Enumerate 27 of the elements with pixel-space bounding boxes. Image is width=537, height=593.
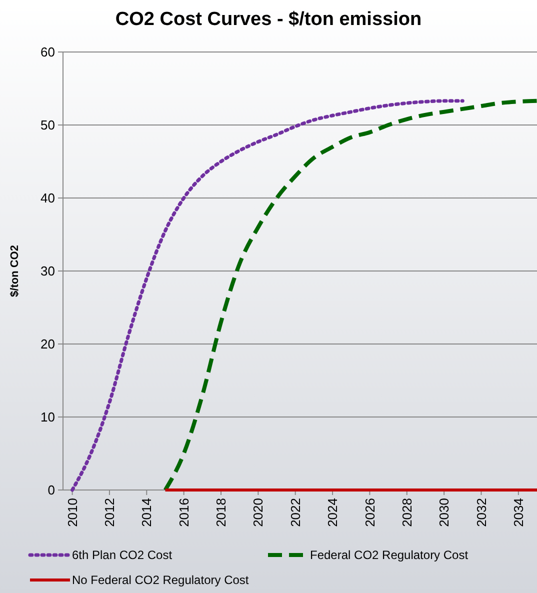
line-series [163, 98, 537, 492]
x-tick-label: 2022 [288, 498, 303, 527]
y-tick-label: 50 [40, 118, 55, 133]
x-tick-label: 2010 [64, 498, 80, 527]
x-tick-label: 2030 [436, 498, 452, 527]
x-tick-label: 2018 [214, 498, 229, 527]
y-tick-label: 30 [40, 264, 55, 279]
y-tick-label: 60 [40, 44, 55, 60]
x-tick-label: 2016 [176, 498, 192, 527]
chart-title: CO2 Cost Curves - $/ton emission [115, 9, 422, 30]
y-tick-label: 20 [40, 336, 55, 352]
y-axis-title: $/ton CO2 [9, 245, 21, 297]
legend-label: 6th Plan CO2 Cost [72, 548, 173, 562]
y-tick-label: 0 [48, 482, 55, 498]
x-tick-label: 2020 [250, 498, 266, 527]
x-tick-label: 2014 [139, 498, 154, 527]
legend-label: No Federal CO2 Regulatory Cost [72, 573, 250, 588]
x-tick-label: 2024 [325, 498, 340, 527]
x-tick-label: 2028 [399, 498, 414, 527]
y-tick-label: 40 [40, 190, 55, 206]
x-tick-label: 2034 [510, 498, 526, 527]
x-tick-label: 2012 [102, 498, 118, 527]
line-series [70, 99, 464, 492]
y-tick-label: 10 [40, 410, 55, 425]
x-tick-label: 2026 [362, 498, 378, 527]
x-tick-label: 2032 [474, 498, 489, 527]
legend-label: Federal CO2 Regulatory Cost [310, 548, 469, 562]
